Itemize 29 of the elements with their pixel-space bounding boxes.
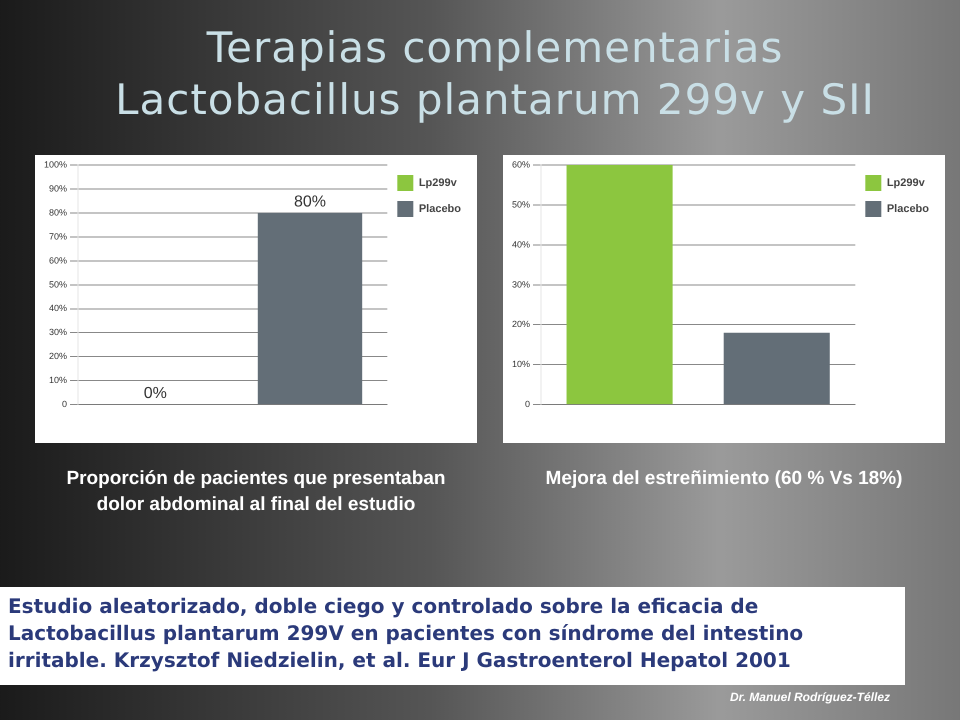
y-tick-label: 50% [512, 199, 530, 210]
data-label: 0% [144, 385, 167, 402]
y-tick-label: 90% [49, 183, 68, 194]
y-tick-label: 50% [49, 279, 68, 290]
y-tick-label: 30% [49, 327, 68, 338]
legend-label: Lp299v [886, 177, 926, 190]
y-tick-label: 40% [512, 239, 530, 250]
legend-label: Placebo [886, 203, 930, 216]
y-tick-label: 10% [512, 359, 530, 370]
legend-label: Placebo [418, 203, 462, 216]
y-tick-label: 60% [49, 255, 68, 266]
y-tick-label: 60% [512, 159, 530, 170]
y-tick-label: 0 [525, 399, 530, 410]
text: Terapias complementarias Lactobacillus plantarum 299v y SII [114, 22, 876, 126]
y-tick-label: 0 [62, 399, 68, 410]
y-tick-label: 30% [512, 279, 530, 290]
y-tick-label: 10% [49, 375, 68, 386]
x-axis-title: Mejora del estreñimiento (60 % Vs 18%) [544, 467, 904, 491]
data-label: 80% [294, 193, 326, 210]
y-tick-label: 20% [512, 319, 530, 330]
text: Dr. Manuel Rodríguez-Téllez [730, 690, 890, 704]
y-tick-label: 40% [49, 303, 68, 314]
text: Estudio aleatorizado, doble ciego y controlado sobre la eficacia de Lactobacillus plantarum 299V en pacientes con síndrome del intestino irritable. Krzysztof Niedzielin, et al. Eur J Gastroenterol Hepatol 2001 [0, 587, 905, 685]
x-axis-title: Proporción de pacientes que presentaban dolor abdominal al final del estudio [65, 467, 447, 517]
legend-label: Lp299v [418, 177, 458, 190]
y-tick-label: 80% [49, 207, 68, 218]
y-tick-label: 70% [49, 231, 68, 242]
y-tick-label: 100% [44, 159, 68, 170]
y-tick-label: 20% [49, 351, 68, 362]
